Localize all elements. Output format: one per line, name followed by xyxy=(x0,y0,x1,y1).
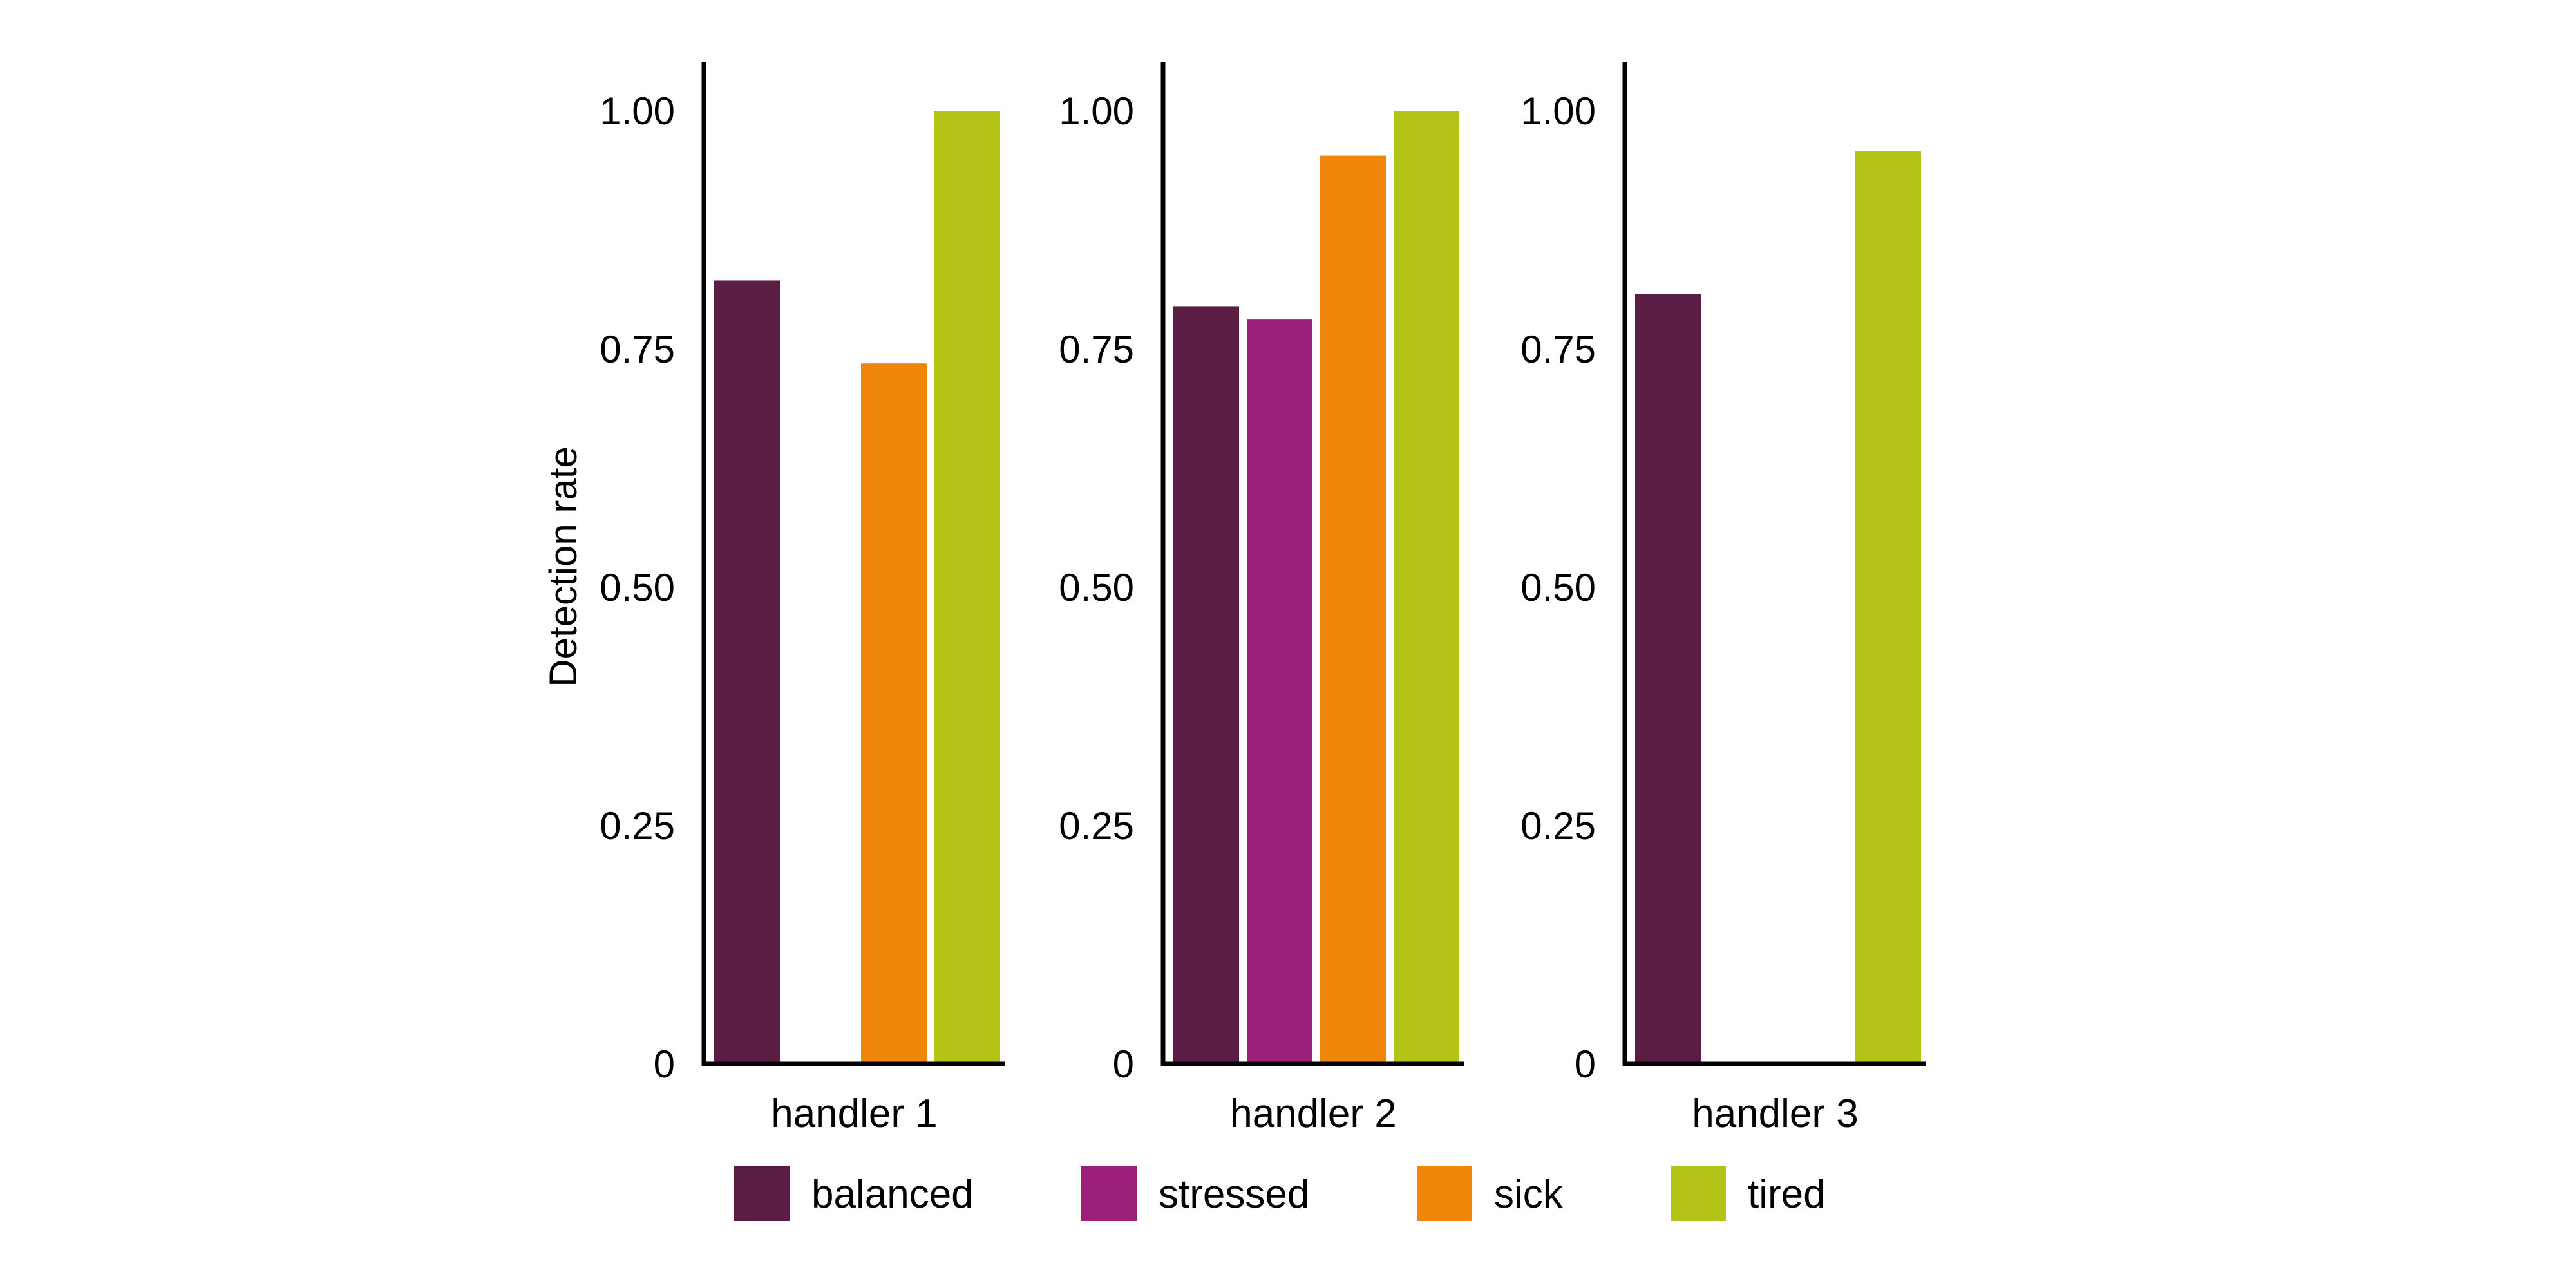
bar-balanced-handler-1 xyxy=(714,280,780,1065)
bar-balanced-handler-3 xyxy=(1635,294,1701,1064)
bar-balanced-handler-2 xyxy=(1173,306,1239,1064)
y-tick-label: 0.50 xyxy=(1059,566,1134,609)
y-tick-label: 0 xyxy=(1575,1043,1596,1086)
legend-item-stressed: stressed xyxy=(1081,1166,1309,1221)
bar-tired-handler-1 xyxy=(934,111,1000,1064)
legend-swatch-balanced xyxy=(734,1166,790,1221)
legend-label-balanced: balanced xyxy=(811,1172,974,1217)
y-tick-label: 0.25 xyxy=(1520,804,1596,848)
legend-item-sick: sick xyxy=(1417,1166,1564,1221)
y-tick-label: 1.00 xyxy=(600,90,675,133)
facet-label-handler-1: handler 1 xyxy=(771,1092,938,1136)
y-tick-label: 0.75 xyxy=(1059,328,1134,371)
bar-sick-handler-2 xyxy=(1320,155,1386,1064)
y-tick-label: 1.00 xyxy=(1059,90,1134,133)
y-tick-label: 0 xyxy=(1113,1043,1134,1086)
legend-label-stressed: stressed xyxy=(1159,1172,1309,1217)
legend-item-balanced: balanced xyxy=(734,1166,974,1221)
bar-tired-handler-2 xyxy=(1394,111,1459,1064)
y-tick-label: 0.25 xyxy=(600,804,675,848)
legend-swatch-stressed xyxy=(1081,1166,1137,1221)
facet-label-handler-2: handler 2 xyxy=(1230,1092,1397,1136)
y-tick-label: 0.50 xyxy=(600,566,675,609)
facet-label-handler-3: handler 3 xyxy=(1692,1092,1859,1136)
legend-item-tired: tired xyxy=(1671,1166,1826,1221)
panel-3: 0 0.25 0.50 0.75 1.00 handler 3 xyxy=(1520,62,1926,1136)
chart-panels: 0 0.25 0.50 0.75 1.00 handler 1 0 0.25 0.50 0.75 1… xyxy=(600,62,1926,1136)
y-tick-label: 0.75 xyxy=(600,328,675,371)
legend-label-tired: tired xyxy=(1748,1172,1826,1217)
bar-sick-handler-1 xyxy=(861,363,927,1065)
y-tick-label: 0.50 xyxy=(1520,566,1596,609)
bar-tired-handler-3 xyxy=(1855,151,1921,1064)
panel-1: 0 0.25 0.50 0.75 1.00 handler 1 xyxy=(600,62,1005,1136)
legend: balanced stressed sick tired xyxy=(734,1166,1826,1221)
legend-swatch-sick xyxy=(1417,1166,1472,1221)
y-tick-label: 0.75 xyxy=(1520,328,1596,371)
legend-swatch-tired xyxy=(1671,1166,1726,1221)
legend-label-sick: sick xyxy=(1494,1172,1564,1217)
y-axis-title: Detection rate xyxy=(542,446,585,687)
y-tick-label: 1.00 xyxy=(1520,90,1596,133)
panel-2: 0 0.25 0.50 0.75 1.00 handler 2 xyxy=(1059,62,1464,1136)
bar-stressed-handler-2 xyxy=(1247,319,1312,1064)
y-tick-label: 0 xyxy=(654,1043,675,1086)
y-tick-label: 0.25 xyxy=(1059,804,1134,848)
